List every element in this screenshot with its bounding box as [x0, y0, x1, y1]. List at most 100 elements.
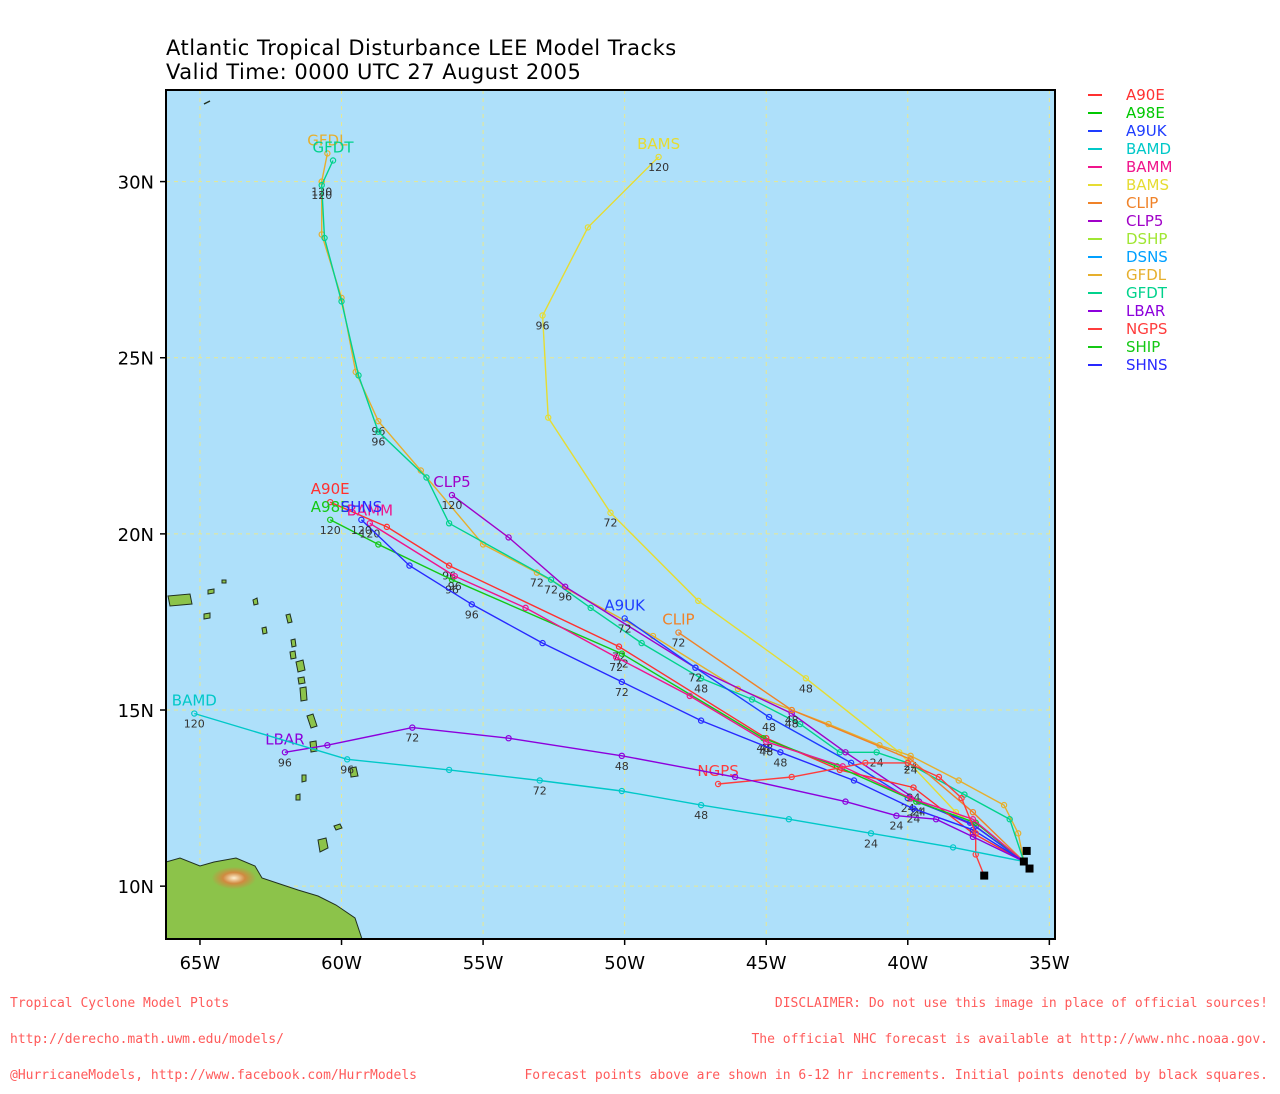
- puerto-rico-island: [167, 593, 193, 607]
- x-tick-label: 35W: [1029, 953, 1070, 974]
- track-point: [788, 706, 795, 714]
- track-point: [321, 234, 328, 242]
- track-point: [788, 773, 795, 781]
- model-tracks: 487296120BAMS247296120GFDL24487296120GFD…: [172, 131, 1025, 876]
- track-end-label: CLP5: [433, 473, 470, 491]
- forecast-hour-label: 48: [773, 756, 787, 769]
- track-point: [505, 534, 512, 541]
- initial-point-square: [1022, 846, 1031, 855]
- track-point: [545, 414, 552, 421]
- forecast-hour-label: 48: [785, 714, 799, 727]
- forecast-hour-label: 48: [694, 809, 708, 822]
- forecast-hour-label: 96: [465, 608, 479, 621]
- footer-left-line-2: http://derecho.math.uwm.edu/models/: [10, 1032, 284, 1047]
- track-point: [618, 787, 626, 795]
- track-point: [748, 696, 756, 703]
- forecast-hour-label: 72: [618, 622, 632, 635]
- initial-point-square: [1019, 857, 1028, 866]
- track-line: [321, 153, 1025, 862]
- track-point: [1006, 816, 1013, 823]
- legend-label: SHIP: [1126, 338, 1161, 356]
- forecast-hour-label: 120: [359, 527, 380, 540]
- track-point: [327, 516, 334, 523]
- track-point: [445, 562, 453, 569]
- track-point: [785, 816, 793, 823]
- track-point: [547, 576, 555, 583]
- plot-frame: [165, 89, 1056, 940]
- virgin-islands: [207, 579, 227, 595]
- legend-item: CLP5: [1088, 212, 1172, 230]
- legend-swatch: [1088, 292, 1102, 294]
- legend-item: BAMS: [1088, 176, 1172, 194]
- footer-right-line-1: DISCLAIMER: Do not use this image in pla…: [774, 996, 1268, 1011]
- forecast-hour-label: 96: [278, 756, 292, 769]
- track-point: [539, 639, 546, 647]
- track-point: [692, 664, 699, 671]
- legend-swatch: [1088, 310, 1102, 312]
- legend-swatch: [1088, 220, 1102, 222]
- forecast-hour-label: 120: [311, 189, 332, 202]
- track-point: [324, 150, 331, 157]
- track-point: [409, 724, 416, 731]
- forecast-hour-label: 96: [558, 591, 572, 604]
- track-line: [194, 712, 1025, 863]
- forecast-hour-label: 72: [671, 637, 685, 650]
- y-tick-label: 10N: [118, 877, 154, 898]
- track-end-label: A90E: [311, 480, 350, 498]
- y-tick-label: 15N: [118, 701, 154, 722]
- legend-label: A98E: [1126, 104, 1165, 122]
- x-tick-label: 55W: [463, 953, 504, 974]
- legend-label: BAMM: [1126, 158, 1173, 176]
- legend-item: NGPS: [1088, 320, 1172, 338]
- track-point: [955, 777, 962, 784]
- forecast-hour-label: 72: [688, 672, 702, 685]
- forecast-hour-label: 24: [904, 763, 918, 776]
- forecast-hour-label: 120: [441, 499, 462, 512]
- legend-item: SHIP: [1088, 338, 1172, 356]
- track-point: [904, 759, 911, 767]
- track-point: [445, 520, 453, 527]
- track-bamd: 24 48 72 96 120 BAMD: [172, 692, 1025, 863]
- track-point: [375, 428, 382, 435]
- legend-item: A98E: [1088, 104, 1172, 122]
- track-end-label: BAMS: [637, 135, 680, 153]
- track-point: [355, 372, 362, 379]
- x-tick-label: 50W: [604, 953, 645, 974]
- track-point: [695, 597, 702, 605]
- initial-points: [980, 846, 1034, 880]
- track-point: [318, 181, 325, 189]
- track-end-label: LBAR: [265, 730, 304, 748]
- grid-lines: [166, 90, 1055, 939]
- track-point: [697, 717, 705, 724]
- track-point: [763, 738, 770, 745]
- model-track-map: 487296120BAMS247296120GFDL24487296120GFD…: [118, 89, 1070, 974]
- track-end-label: GFDT: [313, 138, 355, 156]
- track-point: [539, 312, 546, 319]
- track-point: [796, 720, 804, 728]
- forecast-hour-label: 72: [604, 517, 618, 530]
- legend-label: CLIP: [1126, 194, 1159, 212]
- track-point: [423, 474, 430, 481]
- forecast-hour-label: 96: [340, 763, 354, 776]
- y-tick-label: 25N: [118, 349, 154, 370]
- legend-swatch: [1088, 184, 1102, 186]
- track-point: [406, 562, 413, 569]
- track-point: [587, 604, 594, 612]
- track-point: [638, 639, 645, 647]
- track-point: [862, 759, 869, 767]
- track-point: [451, 572, 458, 580]
- legend-item: A9UK: [1088, 122, 1172, 140]
- legend-swatch: [1088, 94, 1102, 96]
- forecast-hour-label: 72: [615, 658, 629, 671]
- legend-label: LBAR: [1126, 302, 1166, 320]
- track-end-label: BAMD: [172, 692, 217, 710]
- legend-swatch: [1088, 238, 1102, 240]
- track-point: [802, 675, 810, 682]
- legend-swatch: [1088, 148, 1102, 150]
- track-point: [375, 417, 382, 425]
- track-point: [907, 794, 914, 802]
- track-point: [910, 805, 917, 812]
- track-point: [324, 742, 331, 749]
